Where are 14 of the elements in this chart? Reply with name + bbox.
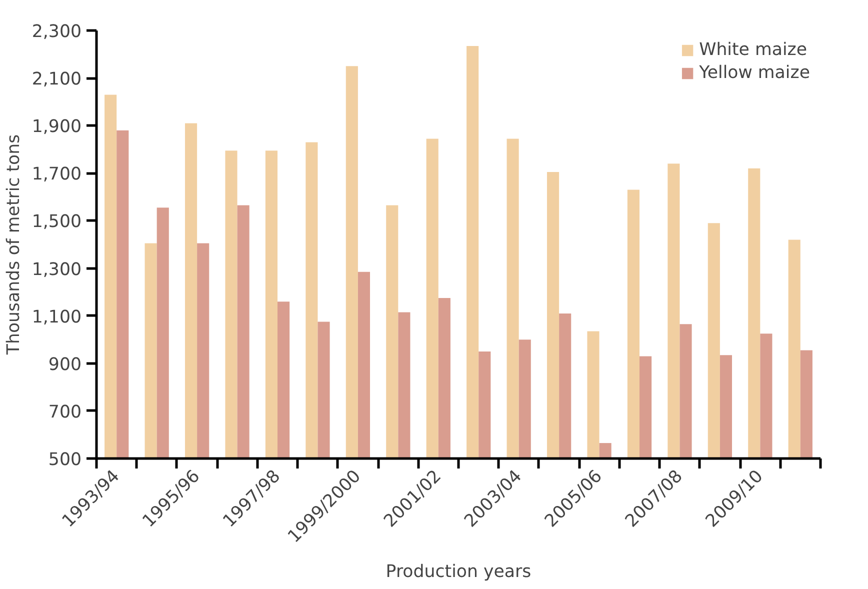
y-axis-title: Thousands of metric tons [4,134,24,356]
x-axis-title: Production years [386,562,532,582]
legend-label: Yellow maize [699,63,810,83]
y-tick-label: 500 [48,450,82,470]
legend-label: White maize [699,40,808,60]
y-tick-label: 900 [48,354,82,375]
y-tick-label: 2,300 [32,22,82,42]
y-tick-label: 2,100 [32,70,82,90]
y-tick-label: 1,100 [32,307,82,328]
y-tick-label: 700 [48,402,82,422]
y-tick-label: 1,300 [32,260,82,280]
y-tick-label: 1,900 [32,117,82,138]
y-tick-label: 1,500 [32,212,82,232]
y-tick-label: 1,700 [32,164,82,185]
